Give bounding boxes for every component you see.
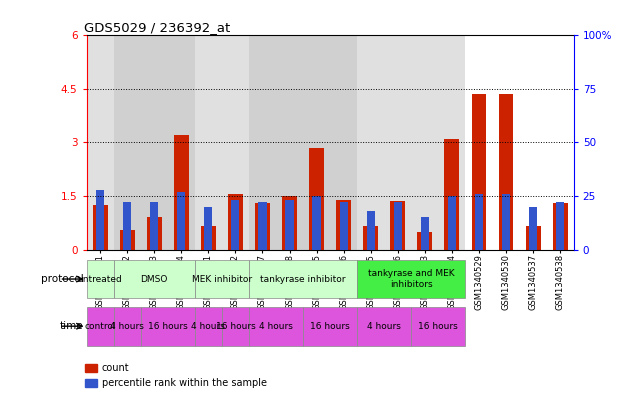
Bar [313, 196, 320, 250]
Text: 4 hours: 4 hours [367, 322, 401, 331]
Bar [303, 307, 357, 346]
Bar [556, 202, 564, 250]
Bar [96, 189, 104, 250]
Bar [340, 202, 347, 250]
Bar [420, 217, 429, 250]
Bar [147, 217, 162, 250]
Bar [195, 35, 249, 250]
Text: MEK inhibitor: MEK inhibitor [192, 275, 252, 283]
Bar [87, 259, 113, 299]
Bar [417, 232, 432, 250]
Text: time: time [60, 321, 83, 331]
Bar [87, 35, 113, 250]
Bar [231, 200, 240, 250]
Bar [255, 203, 270, 250]
Bar [150, 202, 158, 250]
Bar [309, 148, 324, 250]
Bar [367, 211, 375, 250]
Text: tankyrase and MEK
inhibitors: tankyrase and MEK inhibitors [368, 269, 454, 289]
Text: GDS5029 / 236392_at: GDS5029 / 236392_at [84, 21, 230, 34]
Text: DMSO: DMSO [140, 275, 168, 283]
Bar [357, 307, 412, 346]
Bar [475, 194, 483, 250]
Text: 16 hours: 16 hours [148, 322, 188, 331]
Bar [120, 230, 135, 250]
Bar [113, 307, 140, 346]
Bar [526, 226, 540, 250]
Text: protocol: protocol [40, 274, 83, 284]
Bar [87, 307, 113, 346]
Text: 4 hours: 4 hours [259, 322, 293, 331]
Bar [336, 200, 351, 250]
Bar [123, 202, 131, 250]
Bar [499, 94, 513, 250]
Text: control: control [85, 322, 116, 331]
Bar [222, 307, 249, 346]
Bar [444, 139, 460, 250]
Bar [201, 226, 216, 250]
Legend: count, percentile rank within the sample: count, percentile rank within the sample [85, 363, 267, 388]
Text: tankyrase inhibitor: tankyrase inhibitor [260, 275, 345, 283]
Text: 16 hours: 16 hours [419, 322, 458, 331]
Bar [285, 200, 294, 250]
Bar [258, 202, 267, 250]
Bar [93, 205, 108, 250]
Bar [357, 259, 465, 299]
Bar [195, 259, 249, 299]
Bar [390, 201, 405, 250]
Text: untreated: untreated [78, 275, 122, 283]
Bar [363, 226, 378, 250]
Text: 4 hours: 4 hours [192, 322, 225, 331]
Bar [412, 307, 465, 346]
Bar [472, 94, 487, 250]
Text: 4 hours: 4 hours [110, 322, 144, 331]
Bar [177, 192, 185, 250]
Bar [228, 194, 243, 250]
Bar [394, 202, 402, 250]
Bar [249, 35, 357, 250]
Bar [249, 307, 303, 346]
Bar [448, 196, 456, 250]
Bar [113, 35, 195, 250]
Bar [140, 307, 195, 346]
Bar [113, 259, 195, 299]
Bar [174, 135, 188, 250]
Text: 16 hours: 16 hours [215, 322, 255, 331]
Text: 16 hours: 16 hours [310, 322, 350, 331]
Bar [529, 207, 537, 250]
Bar [249, 259, 357, 299]
Bar [502, 194, 510, 250]
Bar [553, 203, 568, 250]
Bar [357, 35, 465, 250]
Bar [195, 307, 222, 346]
Bar [204, 207, 212, 250]
Bar [282, 196, 297, 250]
